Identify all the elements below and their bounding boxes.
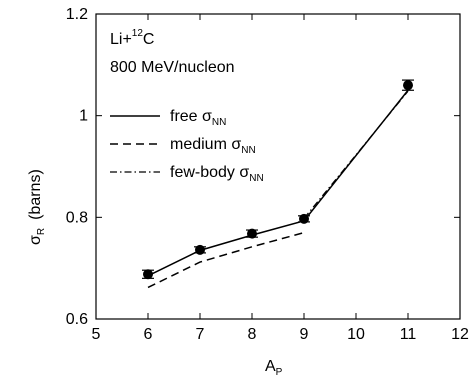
data-point — [143, 269, 153, 280]
reaction-label: Li+12C — [110, 28, 154, 48]
legend-free-label: free σNN — [170, 108, 226, 128]
data-point — [195, 244, 205, 255]
plot-frame — [95, 13, 461, 320]
data-points — [142, 79, 414, 280]
data-point — [403, 80, 413, 91]
x-tick-label: 7 — [196, 326, 205, 343]
legend-medium-label: medium σNN — [170, 136, 256, 156]
y-tick-label: 1 — [79, 108, 88, 125]
y-axis-label: σR(barns) — [27, 169, 47, 245]
x-tick-label: 6 — [144, 326, 153, 343]
series-few-body-line — [303, 90, 409, 219]
y-tick-label: 0.6 — [66, 311, 88, 328]
data-point — [299, 213, 309, 224]
x-axis-label: AP — [265, 358, 283, 378]
x-tick-label: 8 — [248, 326, 257, 343]
x-tick-label: 12 — [451, 326, 469, 343]
x-tick-label: 10 — [347, 326, 365, 343]
x-tick-label: 11 — [400, 326, 417, 343]
series-medium-line — [147, 231, 305, 289]
y-tick-label: 1.2 — [66, 6, 88, 23]
legend: free σNN medium σNN few-body σNN — [110, 108, 264, 184]
energy-label: 800 MeV/nucleon — [110, 59, 235, 76]
axis-ticks: 5 6 7 8 9 10 11 12 0.6 0.8 1 1.2 — [66, 6, 469, 343]
data-point — [247, 228, 257, 239]
y-tick-label: 0.8 — [66, 209, 88, 226]
x-tick-label: 5 — [92, 326, 101, 343]
legend-fewbody-label: few-body σNN — [170, 164, 264, 184]
x-tick-label: 9 — [300, 326, 309, 343]
